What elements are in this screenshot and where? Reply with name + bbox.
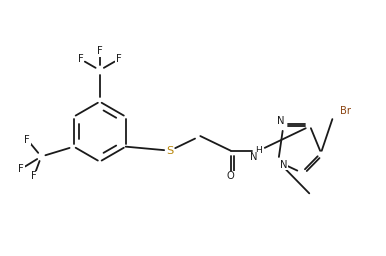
Text: N: N [277,116,284,126]
Text: Br: Br [340,106,351,116]
Text: O: O [227,171,235,181]
Text: F: F [18,164,24,174]
Text: F: F [78,54,84,64]
Text: S: S [166,146,174,156]
Text: N: N [279,159,287,169]
Text: F: F [116,54,122,64]
Text: N: N [251,152,258,162]
Text: F: F [24,135,30,145]
Text: F: F [97,46,103,56]
Text: F: F [31,171,37,181]
Text: H: H [256,146,262,155]
